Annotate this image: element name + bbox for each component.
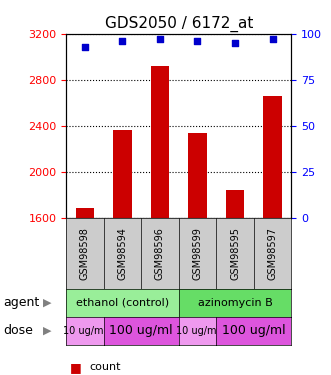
Point xyxy=(157,36,163,42)
Point xyxy=(270,36,275,42)
Text: GSM98595: GSM98595 xyxy=(230,226,240,280)
Text: GSM98598: GSM98598 xyxy=(80,226,90,280)
Text: ■: ■ xyxy=(70,361,81,374)
Point xyxy=(195,38,200,44)
Point xyxy=(120,38,125,44)
Point xyxy=(232,40,238,46)
Text: GSM98594: GSM98594 xyxy=(118,226,127,280)
Bar xyxy=(75,209,94,218)
Text: GSM98597: GSM98597 xyxy=(267,226,277,280)
Text: 10 ug/ml: 10 ug/ml xyxy=(176,326,219,336)
Text: ethanol (control): ethanol (control) xyxy=(76,298,169,308)
Text: GSM98599: GSM98599 xyxy=(193,226,203,280)
Text: 100 ug/ml: 100 ug/ml xyxy=(110,324,173,338)
Bar xyxy=(113,130,132,218)
Text: dose: dose xyxy=(3,324,33,338)
Title: GDS2050 / 6172_at: GDS2050 / 6172_at xyxy=(105,16,253,32)
Text: ▶: ▶ xyxy=(43,326,52,336)
Bar xyxy=(263,96,282,218)
Text: 10 ug/ml: 10 ug/ml xyxy=(63,326,107,336)
Text: count: count xyxy=(89,363,121,372)
Bar xyxy=(226,190,244,217)
Bar xyxy=(151,66,169,218)
Text: azinomycin B: azinomycin B xyxy=(198,298,272,308)
Bar xyxy=(188,132,207,218)
Text: 100 ug/ml: 100 ug/ml xyxy=(222,324,286,338)
Text: agent: agent xyxy=(3,296,40,309)
Point xyxy=(82,44,88,50)
Text: GSM98596: GSM98596 xyxy=(155,226,165,280)
Text: ▶: ▶ xyxy=(43,298,52,308)
